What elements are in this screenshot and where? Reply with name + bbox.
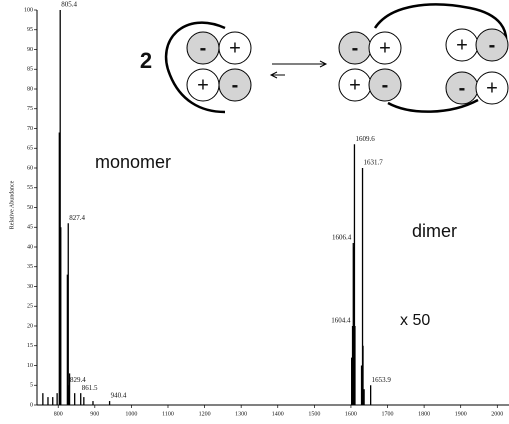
diagram: [164, 3, 508, 114]
loop: [164, 21, 226, 114]
ion: [368, 68, 402, 102]
x-tick-label: 1100: [162, 411, 174, 417]
ion: [218, 31, 252, 65]
loop: [373, 3, 508, 51]
peak-label: 940.4: [111, 392, 127, 400]
ion: [475, 28, 509, 62]
y-tick-label: 85: [27, 67, 33, 73]
charge: -: [382, 74, 389, 96]
charge: -: [459, 77, 466, 99]
x-tick-label: 1700: [382, 411, 394, 417]
ion: [218, 68, 252, 102]
charge: -: [200, 37, 207, 59]
x-tick-label: 1800: [418, 411, 430, 417]
x-tick-label: 900: [90, 411, 99, 417]
y-tick-label: 60: [27, 165, 33, 171]
charge: +: [486, 77, 498, 99]
x-tick-label: 1200: [199, 411, 211, 417]
peak-label: 1606.4: [332, 234, 352, 242]
y-tick-label: 20: [27, 323, 33, 329]
y-tick-label: 0: [30, 402, 33, 408]
x-tick-label: 1000: [125, 411, 137, 417]
y-tick-label: 55: [27, 185, 33, 191]
peak-label: 1631.7: [364, 159, 384, 167]
peak-label: 861.5: [82, 384, 98, 392]
charge: +: [349, 74, 361, 96]
charge: -: [489, 34, 496, 56]
y-tick-label: 70: [27, 126, 33, 132]
annotation: dimer: [412, 221, 457, 241]
charge: +: [379, 37, 391, 59]
y-tick-label: 10: [27, 363, 33, 369]
peak-label: 1609.6: [355, 135, 375, 143]
y-tick-label: 45: [27, 225, 33, 231]
y-tick-label: 15: [27, 343, 33, 349]
charge: +: [229, 37, 241, 59]
y-tick-label: 100: [24, 7, 33, 13]
peak-label: 827.4: [69, 214, 85, 222]
arrow-head: [319, 60, 328, 68]
annotation: x 50: [400, 312, 430, 329]
y-tick-label: 5: [30, 383, 33, 389]
loop: [387, 98, 479, 113]
peak-label: 829.4: [70, 376, 86, 384]
y-tick-label: 90: [27, 47, 33, 53]
x-tick-label: 800: [54, 411, 63, 417]
charge: -: [352, 37, 359, 59]
y-tick-label: 50: [27, 205, 33, 211]
peak-label: 1653.9: [372, 376, 392, 384]
charge: -: [232, 74, 239, 96]
y-tick-label: 75: [27, 106, 33, 112]
ion: [368, 31, 402, 65]
charge: +: [197, 74, 209, 96]
y-tick-label: 80: [27, 86, 33, 92]
multiplier: 2: [140, 48, 152, 73]
y-tick-label: 65: [27, 146, 33, 152]
y-tick-label: 30: [27, 284, 33, 290]
x-tick-label: 1300: [235, 411, 247, 417]
x-tick-label: 1900: [455, 411, 467, 417]
annotation: monomer: [95, 152, 171, 172]
ion: [475, 71, 509, 105]
charge: +: [456, 34, 468, 56]
x-tick-label: 1500: [308, 411, 320, 417]
peak-label: 805.4: [61, 1, 77, 9]
y-axis-label: Relative Abundance: [9, 180, 15, 229]
x-tick-label: 2000: [491, 411, 503, 417]
y-tick-label: 35: [27, 264, 33, 270]
y-tick-label: 40: [27, 244, 33, 250]
y-tick-label: 95: [27, 27, 33, 33]
x-tick-label: 1400: [272, 411, 284, 417]
x-tick-label: 1600: [345, 411, 357, 417]
peak-label: 1604.4: [331, 317, 351, 325]
y-tick-label: 25: [27, 304, 33, 310]
